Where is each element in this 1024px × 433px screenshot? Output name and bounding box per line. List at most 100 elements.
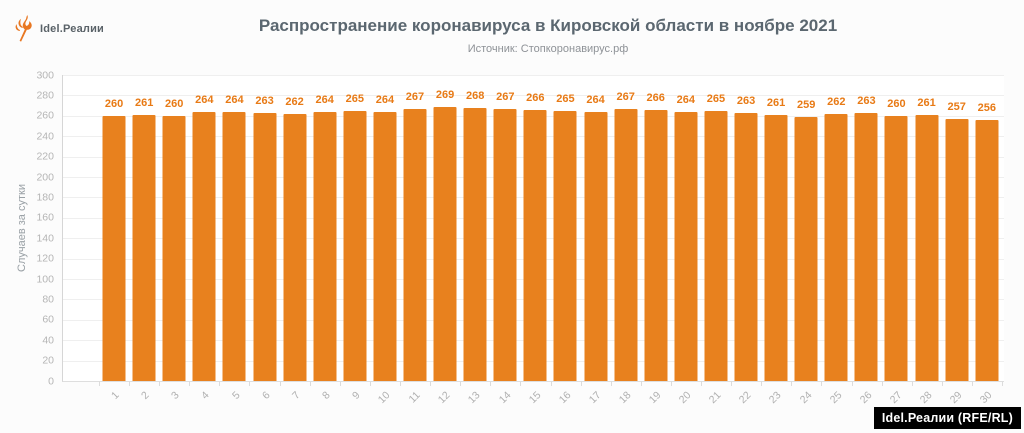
x-tick-label: 7	[289, 389, 303, 402]
x-tick-mark	[430, 381, 432, 386]
y-tick-label: 120	[36, 252, 54, 265]
x-tick-label: 19	[646, 389, 664, 407]
x-tick-label: 24	[797, 389, 814, 407]
bar-slot: 266 19	[641, 75, 671, 406]
x-tick-label: 15	[526, 389, 544, 407]
x-tick-label: 12	[436, 389, 453, 407]
y-tick-label: 20	[42, 354, 54, 367]
x-tick-mark	[700, 381, 702, 386]
bar-value-label: 268	[465, 90, 485, 102]
x-tick-mark	[550, 381, 552, 386]
bar-value-label: 266	[526, 92, 545, 104]
bar-value-label: 256	[977, 102, 996, 114]
brand-name: Idel.Реалии	[40, 22, 105, 35]
bar	[824, 114, 848, 381]
x-tick-label: 29	[947, 389, 965, 407]
x-tick-label: 22	[737, 389, 754, 407]
bar-value-label: 264	[676, 94, 696, 106]
bar	[313, 112, 337, 381]
x-tick-label: 28	[917, 389, 935, 407]
x-tick-mark	[1002, 381, 1003, 386]
bar-value-label: 264	[225, 94, 244, 106]
bar	[764, 115, 788, 381]
x-tick-label: 8	[319, 389, 333, 402]
bar-value-label: 264	[375, 94, 395, 106]
x-tick-mark	[129, 381, 131, 386]
x-tick-label: 27	[887, 389, 905, 407]
bar	[915, 115, 939, 381]
bar-slot: 265 16	[550, 75, 580, 406]
chart-title: Распространение коронавируса в Кировской…	[258, 16, 838, 35]
x-tick-label: 10	[375, 389, 393, 407]
bar-slot: 262 25	[821, 75, 851, 406]
brand-logo: Idel.Реалии	[14, 15, 104, 42]
bar-value-label: 257	[947, 101, 966, 113]
bar	[734, 113, 758, 381]
x-tick-label: 20	[676, 389, 694, 407]
y-tick-label: 280	[36, 89, 54, 102]
bar-slot: 263 6	[249, 75, 279, 402]
x-tick-mark	[490, 381, 492, 386]
y-tick-label: 180	[36, 191, 54, 204]
x-tick-mark	[460, 381, 462, 386]
bar	[884, 116, 908, 381]
bar-slot: 261 23	[761, 75, 791, 406]
bar	[373, 112, 397, 381]
bar	[794, 117, 818, 381]
bar-slot: 256 30	[972, 75, 1002, 406]
bar-slot: 264 4	[189, 75, 219, 402]
bar-value-label: 264	[315, 94, 334, 106]
bar-value-label: 262	[827, 96, 846, 108]
x-tick-label: 16	[556, 389, 574, 407]
x-tick-label: 5	[229, 389, 243, 402]
x-tick-mark	[851, 381, 853, 386]
x-tick-mark	[911, 381, 913, 386]
x-tick-mark	[520, 381, 522, 386]
chart-header: Распространение коронавируса в Кировской…	[72, 16, 1024, 55]
bar	[523, 110, 547, 381]
bar-slot: 264 17	[581, 75, 611, 406]
y-tick-label: 140	[36, 231, 54, 244]
bar-value-label: 265	[556, 93, 575, 105]
bar-value-label: 265	[706, 93, 726, 105]
bar-value-label: 269	[435, 89, 455, 101]
bar-value-label: 266	[646, 92, 665, 104]
x-tick-mark	[99, 381, 100, 386]
bar-value-label: 259	[797, 99, 816, 111]
y-tick-label: 60	[42, 313, 54, 326]
x-tick-mark	[941, 381, 943, 386]
x-tick-mark	[670, 381, 672, 386]
x-tick-label: 17	[586, 389, 604, 407]
y-tick-label: 300	[36, 68, 54, 81]
x-tick-label: 21	[706, 389, 724, 407]
x-tick-mark	[279, 381, 281, 386]
x-tick-mark	[731, 381, 733, 386]
bar-slot: 262 7	[280, 75, 310, 402]
bar-slot: 263 26	[851, 75, 881, 406]
x-tick-mark	[971, 381, 973, 386]
x-tick-mark	[881, 381, 883, 386]
watermark: Idel.Реалии (RFE/RL)	[873, 407, 1021, 429]
bar-slot: 263 22	[731, 75, 761, 406]
x-tick-label: 3	[169, 389, 183, 402]
x-tick-label: 30	[977, 389, 995, 407]
bars: 260 1 261 2 260 3 264 4 264 5 263 6 262 7 264 8 265 9 264 1…	[99, 75, 1003, 406]
bar-value-label: 262	[285, 96, 304, 108]
plot-area: Случаев за сутки 260 1 261 2 260 3 264 4 264 5 263…	[16, 70, 1004, 406]
x-tick-mark	[369, 381, 371, 386]
x-tick-label: 25	[827, 389, 845, 407]
bar	[132, 115, 156, 381]
bar-slot: 257 29	[942, 75, 972, 406]
bar-slot: 264 5	[219, 75, 249, 402]
bar-slot: 267 14	[490, 75, 520, 406]
y-tick-label: 80	[42, 293, 54, 306]
rferl-torch-icon	[14, 15, 35, 42]
gridline	[63, 95, 1004, 97]
y-axis-title: Случаев за сутки	[16, 184, 28, 272]
bar	[403, 109, 427, 381]
x-tick-mark	[219, 381, 221, 386]
bar-value-label: 265	[345, 93, 364, 105]
x-tick-label: 13	[466, 389, 483, 407]
y-tick-label: 0	[48, 374, 54, 387]
